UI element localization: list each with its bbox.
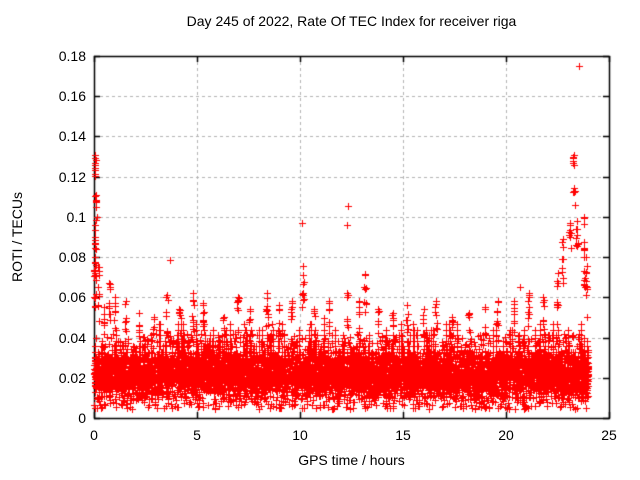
y-tick-label: 0 [78,410,86,426]
y-tick-label: 0.04 [58,329,86,346]
chart-title: Day 245 of 2022, Rate Of TEC Index for r… [186,13,517,29]
x-tick-label: 0 [90,427,98,443]
x-tick-label: 15 [395,427,411,443]
y-tick-label: 0.18 [58,48,86,64]
x-tick-label: 5 [193,427,201,443]
x-tick-label: 25 [601,427,617,443]
y-tick-label: 0.16 [58,88,86,105]
y-axis-title: ROTI / TECUs [9,192,25,282]
y-tick-label: 0.08 [58,249,86,266]
y-tick-label: 0.14 [58,128,86,145]
y-tick-label: 0.1 [66,208,86,225]
x-axis-title: GPS time / hours [298,452,405,468]
y-tick-label: 0.12 [58,168,86,185]
x-tick-label: 20 [498,427,514,443]
x-tick-label: 10 [292,427,308,443]
y-tick-label: 0.06 [58,289,86,306]
y-tick-label: 0.02 [58,369,86,386]
